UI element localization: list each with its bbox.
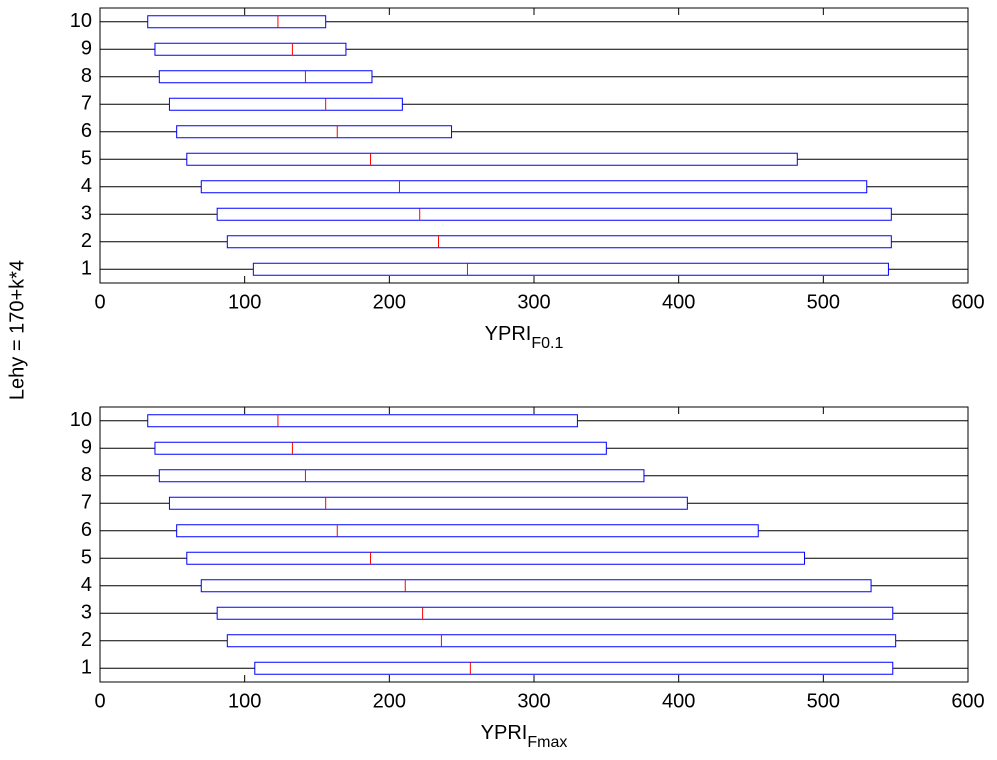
box <box>186 152 798 166</box>
x-tick-label: 0 <box>94 690 105 712</box>
box <box>200 180 868 194</box>
box <box>176 125 453 139</box>
x-tick-label: 500 <box>807 690 840 712</box>
box <box>176 524 759 538</box>
box <box>168 496 688 510</box>
y-tick-label: 6 <box>81 120 92 142</box>
y-tick-label: 5 <box>81 547 92 569</box>
box <box>200 579 872 593</box>
x-tick-label: 600 <box>951 291 984 313</box>
x-tick-label: 100 <box>228 690 261 712</box>
x-tick-label: 200 <box>373 690 406 712</box>
x-axis-label-subscript: Fmax <box>527 734 567 751</box>
box <box>168 97 403 111</box>
box <box>147 414 578 428</box>
box <box>147 15 327 29</box>
box <box>158 469 645 483</box>
x-axis-label: YPRIF0.1 <box>485 323 564 352</box>
x-axis-label-main: YPRI <box>485 323 532 345</box>
y-tick-label: 9 <box>81 38 92 60</box>
y-tick-label: 3 <box>81 203 92 225</box>
y-tick-label: 8 <box>81 65 92 87</box>
box <box>216 606 894 620</box>
box <box>154 441 607 455</box>
x-tick-label: 100 <box>228 291 261 313</box>
y-tick-label: 8 <box>81 464 92 486</box>
box <box>254 661 894 675</box>
x-tick-label: 300 <box>517 291 550 313</box>
x-tick-label: 300 <box>517 690 550 712</box>
box <box>158 70 373 84</box>
box <box>226 634 897 648</box>
x-tick-label: 200 <box>373 291 406 313</box>
y-tick-label: 4 <box>81 175 92 197</box>
y-tick-label: 1 <box>81 657 92 679</box>
y-tick-label: 6 <box>81 519 92 541</box>
y-tick-label: 7 <box>81 93 92 115</box>
y-axis-label: Lehy = 170+k*4 <box>6 260 28 400</box>
y-tick-label: 9 <box>81 437 92 459</box>
y-tick-label: 2 <box>81 230 92 252</box>
y-tick-label: 7 <box>81 492 92 514</box>
y-tick-label: 1 <box>81 258 92 280</box>
y-tick-label: 4 <box>81 574 92 596</box>
x-tick-label: 500 <box>807 291 840 313</box>
box <box>216 207 892 221</box>
y-tick-label: 3 <box>81 602 92 624</box>
box <box>226 235 892 249</box>
x-axis-label: YPRIFmax <box>481 722 568 751</box>
x-tick-label: 600 <box>951 690 984 712</box>
x-axis-label-subscript: F0.1 <box>531 335 563 352</box>
x-axis-label-main: YPRI <box>481 722 528 744</box>
x-tick-label: 400 <box>662 690 695 712</box>
y-tick-label: 2 <box>81 629 92 651</box>
x-tick-label: 0 <box>94 291 105 313</box>
x-tick-label: 400 <box>662 291 695 313</box>
y-tick-label: 5 <box>81 148 92 170</box>
y-tick-label: 10 <box>70 10 92 32</box>
box <box>154 42 347 56</box>
box <box>186 551 806 565</box>
box <box>252 262 889 276</box>
y-tick-label: 10 <box>70 409 92 431</box>
